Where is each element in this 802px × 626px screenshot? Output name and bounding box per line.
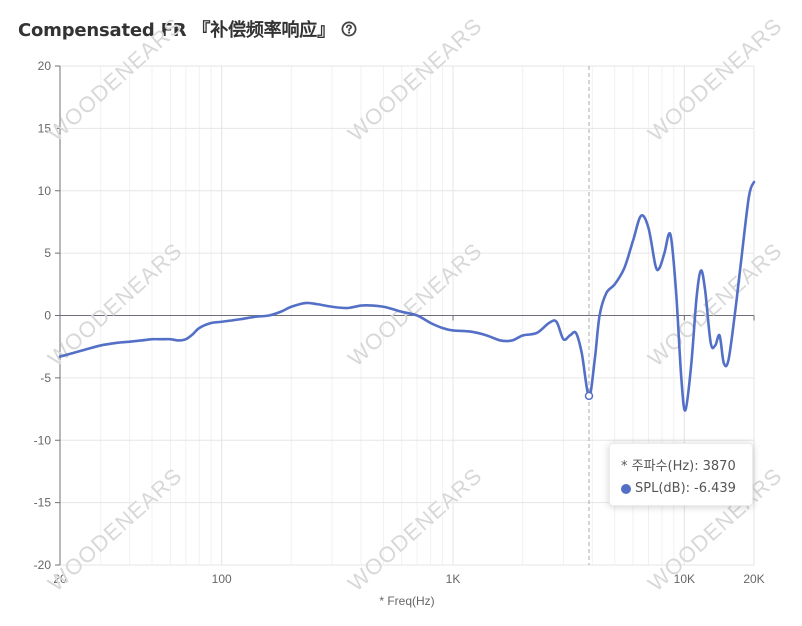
x-tick-label: 20 [53, 572, 67, 586]
question-circle-icon[interactable] [341, 21, 357, 37]
watermark-text: WOODENEARS [643, 238, 787, 371]
chart-header: Compensated FR 『补偿频率响应』 [18, 16, 357, 42]
y-axis-ticks: -20 -15 -10 -5 0 5 10 15 20 [34, 59, 52, 572]
tooltip-spl-label: SPL(dB): [635, 481, 691, 496]
watermark-text: WOODENEARS [643, 13, 787, 146]
tooltip: * 주파수(Hz): 3870 SPL(dB): -6.439 [609, 443, 753, 506]
watermark-text: WOODENEARS [43, 463, 187, 596]
tooltip-spl-value: -6.439 [694, 481, 736, 496]
x-tick-label: 100 [212, 572, 232, 586]
y-tick-label: 20 [38, 59, 52, 73]
y-tick-label: -20 [34, 558, 52, 572]
highlight-point[interactable] [584, 391, 594, 401]
y-tick-label: 15 [38, 121, 52, 135]
watermarks: WOODENEARS WOODENEARS WOODENEARS WOODENEARS… [43, 13, 787, 596]
x-tick-label: 10K [674, 572, 695, 586]
x-axis-label: * Freq(Hz) [379, 594, 434, 608]
axes [55, 65, 755, 566]
watermark-text: WOODENEARS [343, 13, 487, 146]
series-line-spl[interactable] [58, 180, 756, 412]
y-tick-label: -10 [34, 433, 52, 447]
series-color-dot-icon [621, 484, 631, 494]
tooltip-row-frequency: * 주파수(Hz): 3870 [621, 456, 752, 478]
y-tick-label: 5 [44, 246, 51, 260]
chart-title: Compensated FR 『补偿频率响应』 [18, 20, 335, 41]
tooltip-row-spl: SPL(dB): -6.439 [621, 478, 752, 500]
tooltip-frequency-value: 3870 [702, 459, 736, 474]
watermark-text: WOODENEARS [43, 13, 187, 146]
watermark-text: WOODENEARS [43, 238, 187, 371]
watermark-text: WOODENEARS [343, 463, 487, 596]
x-tick-label: 1K [446, 572, 461, 586]
y-tick-label: -5 [40, 371, 51, 385]
tooltip-frequency-label: * 주파수(Hz): [621, 459, 699, 474]
x-axis-ticks: 20 100 1K 10K 20K [53, 572, 764, 586]
y-tick-label: 10 [38, 184, 52, 198]
y-tick-label: 0 [44, 309, 51, 323]
y-tick-label: -15 [34, 496, 52, 510]
x-tick-label: 20K [743, 572, 764, 586]
